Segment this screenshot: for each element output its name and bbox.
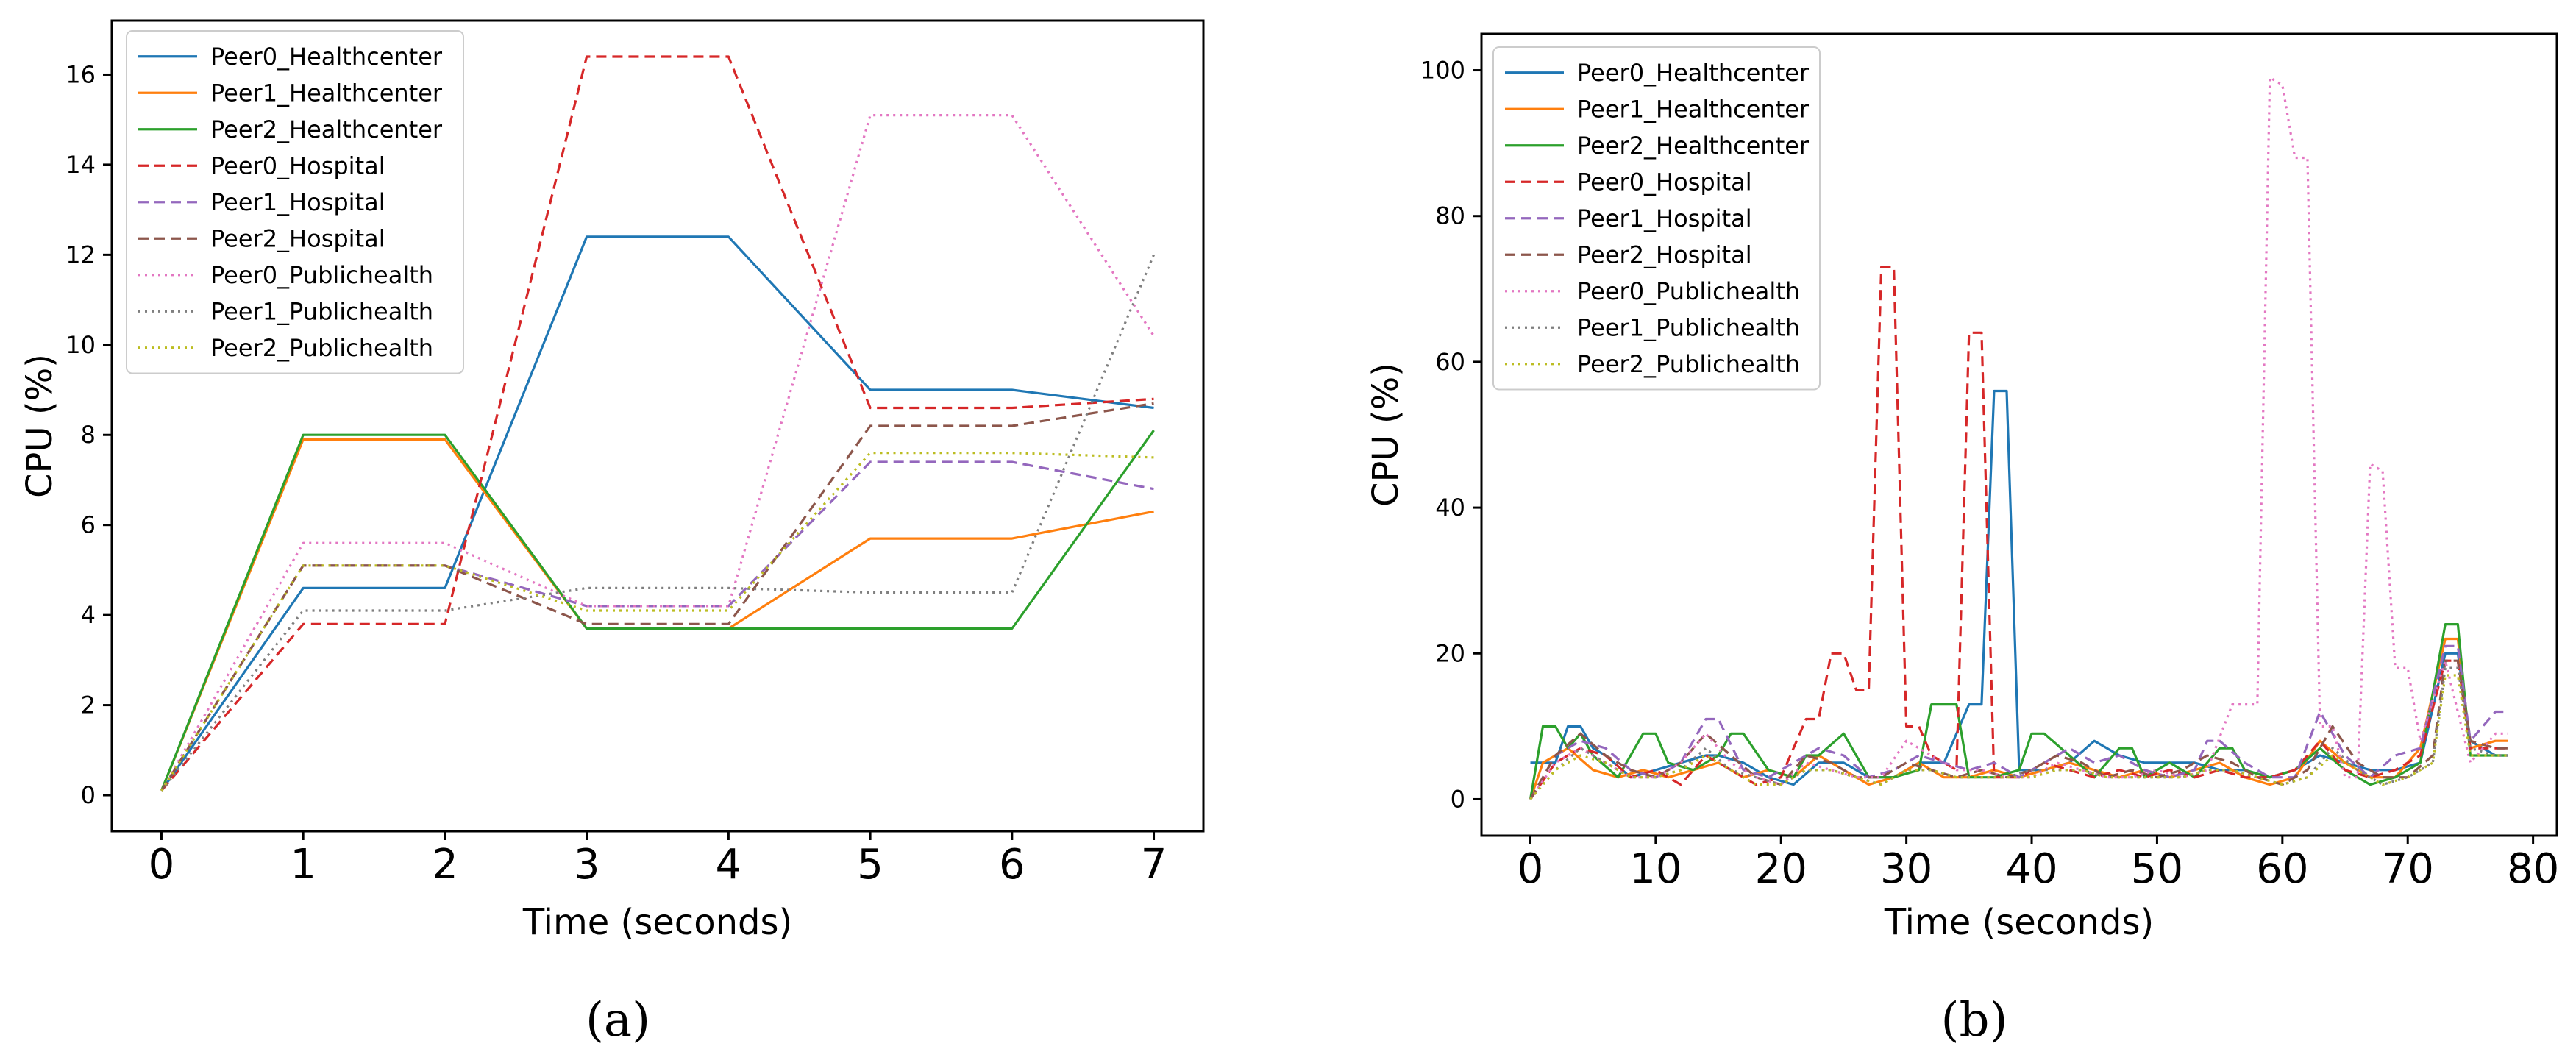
chart-b-x-tick-label: 10 <box>1629 845 1682 893</box>
chart-a-legend: Peer0_Healthcenter Peer1_Healthcenter Peer… <box>126 30 464 374</box>
legend-box <box>126 30 464 374</box>
chart-a-x-tick-label: 3 <box>574 841 600 889</box>
chart-a-y-axis-label: CPU (%) <box>19 354 60 498</box>
chart-b-x-axis-label: Time (seconds) <box>1884 902 2154 943</box>
legend-label: Peer1_Hospital <box>210 188 385 216</box>
series-line-peer0-healthcenter <box>1530 389 2508 786</box>
chart-b-ticks: 0 10 20 30 40 50 60 70 80 0 20 40 60 80 100 <box>1420 57 2559 893</box>
chart-b-x-tick-label: 20 <box>1755 845 1807 893</box>
chart-b-x-tick-label: 0 <box>1518 845 1544 893</box>
chart-b-x-tick-label: 60 <box>2256 845 2308 893</box>
legend-label: Peer1_Hospital <box>1577 204 1752 232</box>
legend-label: Peer1_Healthcenter <box>210 79 443 107</box>
chart-b-plot-frame <box>1480 32 2558 837</box>
chart-b-x-tick-label: 50 <box>2131 845 2183 893</box>
legend-label: Peer2_Hospital <box>1577 241 1752 268</box>
chart-b-x-tick-label: 40 <box>2005 845 2057 893</box>
chart-a-y-tick-label: 14 <box>65 151 96 179</box>
legend-label: Peer0_Healthcenter <box>210 43 443 71</box>
chart-a-caption: (a) <box>586 993 650 1047</box>
chart-a-x-tick-label: 4 <box>716 841 742 889</box>
chart-a-y-tick-label: 8 <box>81 421 96 449</box>
legend-label: Peer0_Hospital <box>210 152 385 179</box>
chart-b-legend: Peer0_Healthcenter Peer1_Healthcenter Peer… <box>1492 46 1821 391</box>
legend-label: Peer1_Healthcenter <box>1577 95 1810 123</box>
series-line-peer2-hospital <box>1529 659 2508 800</box>
legend-label: Peer0_Hospital <box>1577 168 1752 196</box>
legend-label: Peer0_Publichealth <box>1577 277 1800 305</box>
legend-box <box>1492 46 1821 391</box>
chart-b-y-tick-label: 0 <box>1451 785 1465 813</box>
chart-a-y-tick-label: 10 <box>65 331 96 359</box>
series-line-peer2-healthcenter <box>160 430 1155 792</box>
legend-label: Peer0_Healthcenter <box>1577 59 1810 87</box>
chart-a-x-tick-label: 0 <box>149 841 175 889</box>
chart-a-y-tick-label: 2 <box>81 691 96 719</box>
chart-a-x-axis-label: Time (seconds) <box>522 902 792 943</box>
legend-label: Peer1_Publichealth <box>1577 313 1800 341</box>
chart-b: 0 10 20 30 40 50 60 70 80 0 20 40 60 80 100 Peer0_Heal… <box>1365 32 2559 1047</box>
chart-a-x-tick-label: 5 <box>857 841 883 889</box>
chart-a-x-tick-label: 6 <box>999 841 1025 889</box>
chart-a-x-tick-label: 2 <box>432 841 458 889</box>
series-line-peer1-hospital <box>160 460 1154 792</box>
chart-b-y-tick-label: 100 <box>1420 57 1465 85</box>
chart-b-y-tick-label: 80 <box>1435 202 1465 230</box>
legend-label: Peer2_Publichealth <box>1577 350 1800 378</box>
chart-a-y-tick-label: 4 <box>81 601 96 629</box>
chart-b-y-tick-label: 20 <box>1435 639 1465 667</box>
chart-a-y-tick-label: 0 <box>81 781 96 809</box>
chart-b-series <box>1529 76 2508 800</box>
series-line-peer1-publichealth <box>160 254 1155 792</box>
series-line-peer0-healthcenter <box>160 235 1154 792</box>
chart-b-caption: (b) <box>1941 993 2008 1047</box>
legend-label: Peer0_Publichealth <box>210 261 433 289</box>
legend-label: Peer2_Publichealth <box>210 334 433 362</box>
series-line-peer2-hospital <box>160 402 1154 792</box>
chart-a-y-tick-label: 6 <box>81 511 96 539</box>
series-line-peer1-healthcenter <box>160 438 1154 792</box>
chart-b-x-tick-label: 70 <box>2382 845 2434 893</box>
legend-label: Peer2_Healthcenter <box>1577 132 1810 160</box>
chart-a-series <box>160 55 1155 792</box>
chart-a-y-tick-label: 12 <box>65 241 96 268</box>
chart-b-x-tick-label: 30 <box>1880 845 1932 893</box>
series-line-peer0-publichealth <box>1529 76 2508 800</box>
chart-a-plot-frame <box>110 19 1205 833</box>
chart-a-x-tick-label: 1 <box>290 841 316 889</box>
chart-b-y-axis-label: CPU (%) <box>1365 363 1406 507</box>
chart-a-y-tick-label: 16 <box>65 60 96 88</box>
chart-b-y-tick-label: 60 <box>1435 348 1465 376</box>
series-line-peer1-publichealth <box>1529 666 2508 800</box>
series-line-peer1-hospital <box>1529 644 2508 800</box>
legend-label: Peer1_Publichealth <box>210 297 433 325</box>
chart-a-x-tick-label: 7 <box>1141 841 1167 889</box>
legend-label: Peer2_Hospital <box>210 224 385 252</box>
legend-label: Peer2_Healthcenter <box>210 115 443 143</box>
chart-b-x-tick-label: 80 <box>2507 845 2559 893</box>
series-line-peer2-publichealth <box>160 452 1154 792</box>
chart-b-y-tick-label: 40 <box>1435 494 1465 522</box>
